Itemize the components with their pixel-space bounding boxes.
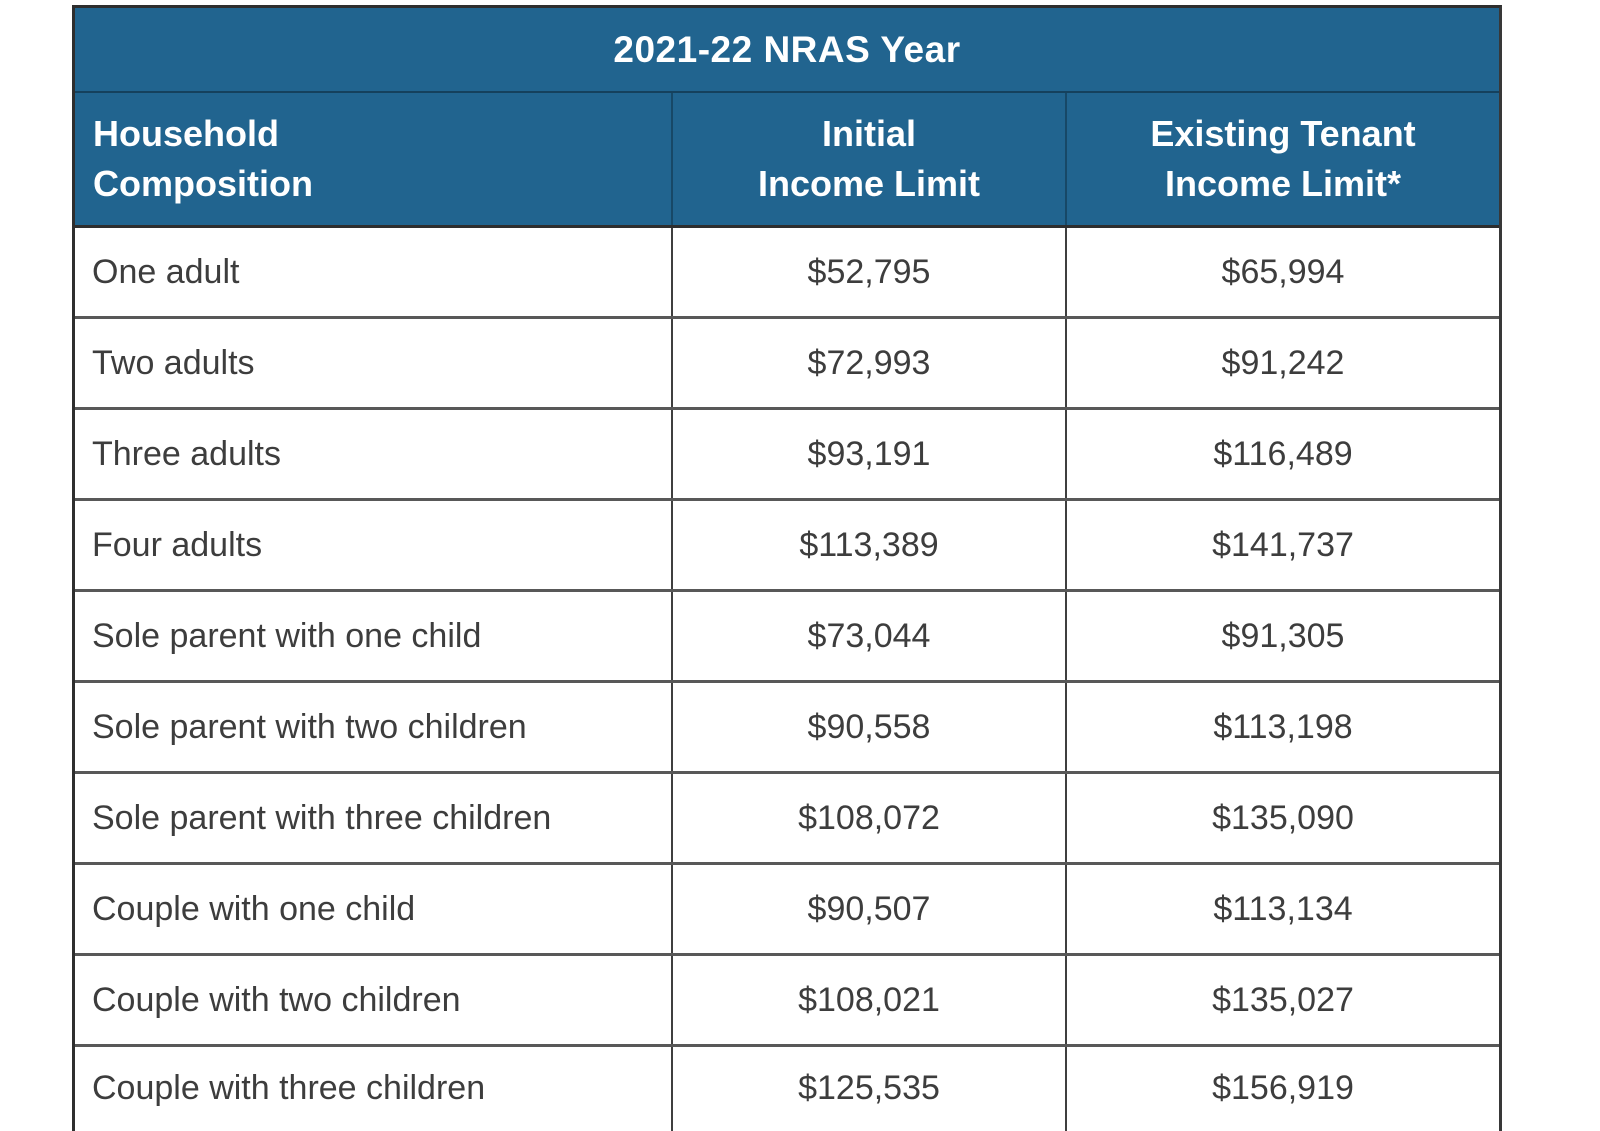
initial-income-limit-cell: $90,558	[671, 683, 1065, 771]
initial-income-limit-cell: $93,191	[671, 410, 1065, 498]
initial-income-limit-cell: $73,044	[671, 592, 1065, 680]
header-initial-line2: Income Limit	[757, 163, 981, 204]
initial-income-limit-cell: $108,072	[671, 774, 1065, 862]
table-row: Four adults $113,389 $141,737	[75, 501, 1499, 592]
table-row: Couple with two children $108,021 $135,0…	[75, 956, 1499, 1047]
initial-income-limit-cell: $113,389	[671, 501, 1065, 589]
household-composition-cell: Four adults	[92, 525, 263, 564]
household-composition-cell: Sole parent with one child	[92, 616, 482, 655]
household-composition-cell: Sole parent with two children	[92, 707, 527, 746]
initial-income-limit-cell: $72,993	[671, 319, 1065, 407]
initial-income-limit-cell: $90,507	[671, 865, 1065, 953]
existing-tenant-income-limit-cell: $113,198	[1065, 683, 1499, 771]
table-row: Sole parent with one child $73,044 $91,3…	[75, 592, 1499, 683]
household-composition-cell: Two adults	[92, 343, 255, 382]
initial-income-limit-cell: $125,535	[671, 1047, 1065, 1131]
household-composition-cell: One adult	[92, 252, 240, 291]
household-composition-cell: Couple with three children	[92, 1069, 486, 1107]
table-row: Sole parent with two children $90,558 $1…	[75, 683, 1499, 774]
existing-tenant-income-limit-cell: $156,919	[1065, 1047, 1499, 1131]
existing-tenant-income-limit-cell: $135,027	[1065, 956, 1499, 1044]
header-existing-tenant-income-limit: Existing Tenant Income Limit*	[1065, 93, 1499, 225]
header-existing-line2: Income Limit*	[1164, 163, 1402, 204]
initial-income-limit-cell: $52,795	[671, 228, 1065, 316]
table-row: Two adults $72,993 $91,242	[75, 319, 1499, 410]
existing-tenant-income-limit-cell: $91,305	[1065, 592, 1499, 680]
household-composition-cell: Couple with two children	[92, 980, 461, 1019]
header-household-line1: Household	[93, 113, 279, 155]
table-title: 2021-22 NRAS Year	[75, 8, 1499, 93]
existing-tenant-income-limit-cell: $141,737	[1065, 501, 1499, 589]
header-initial-income-limit: Initial Income Limit	[671, 93, 1065, 225]
header-household-line2: Composition	[93, 163, 313, 204]
table-row: Couple with one child $90,507 $113,134	[75, 865, 1499, 956]
household-composition-cell: Three adults	[92, 434, 281, 473]
table-row: Couple with three children $125,535 $156…	[75, 1047, 1499, 1131]
header-initial-line1: Initial	[821, 113, 916, 155]
table-row: Sole parent with three children $108,072…	[75, 774, 1499, 865]
header-household-composition: Household Composition	[75, 93, 671, 225]
household-composition-cell: Sole parent with three children	[92, 798, 552, 837]
existing-tenant-income-limit-cell: $113,134	[1065, 865, 1499, 953]
table-header-row: Household Composition Initial Income Lim…	[75, 93, 1499, 228]
table-row: One adult $52,795 $65,994	[75, 228, 1499, 319]
existing-tenant-income-limit-cell: $135,090	[1065, 774, 1499, 862]
table-row: Three adults $93,191 $116,489	[75, 410, 1499, 501]
header-existing-line1: Existing Tenant	[1150, 113, 1416, 155]
initial-income-limit-cell: $108,021	[671, 956, 1065, 1044]
household-composition-cell: Couple with one child	[92, 889, 416, 928]
existing-tenant-income-limit-cell: $116,489	[1065, 410, 1499, 498]
existing-tenant-income-limit-cell: $65,994	[1065, 228, 1499, 316]
existing-tenant-income-limit-cell: $91,242	[1065, 319, 1499, 407]
income-limits-table: 2021-22 NRAS Year Household Composition …	[72, 5, 1502, 1131]
